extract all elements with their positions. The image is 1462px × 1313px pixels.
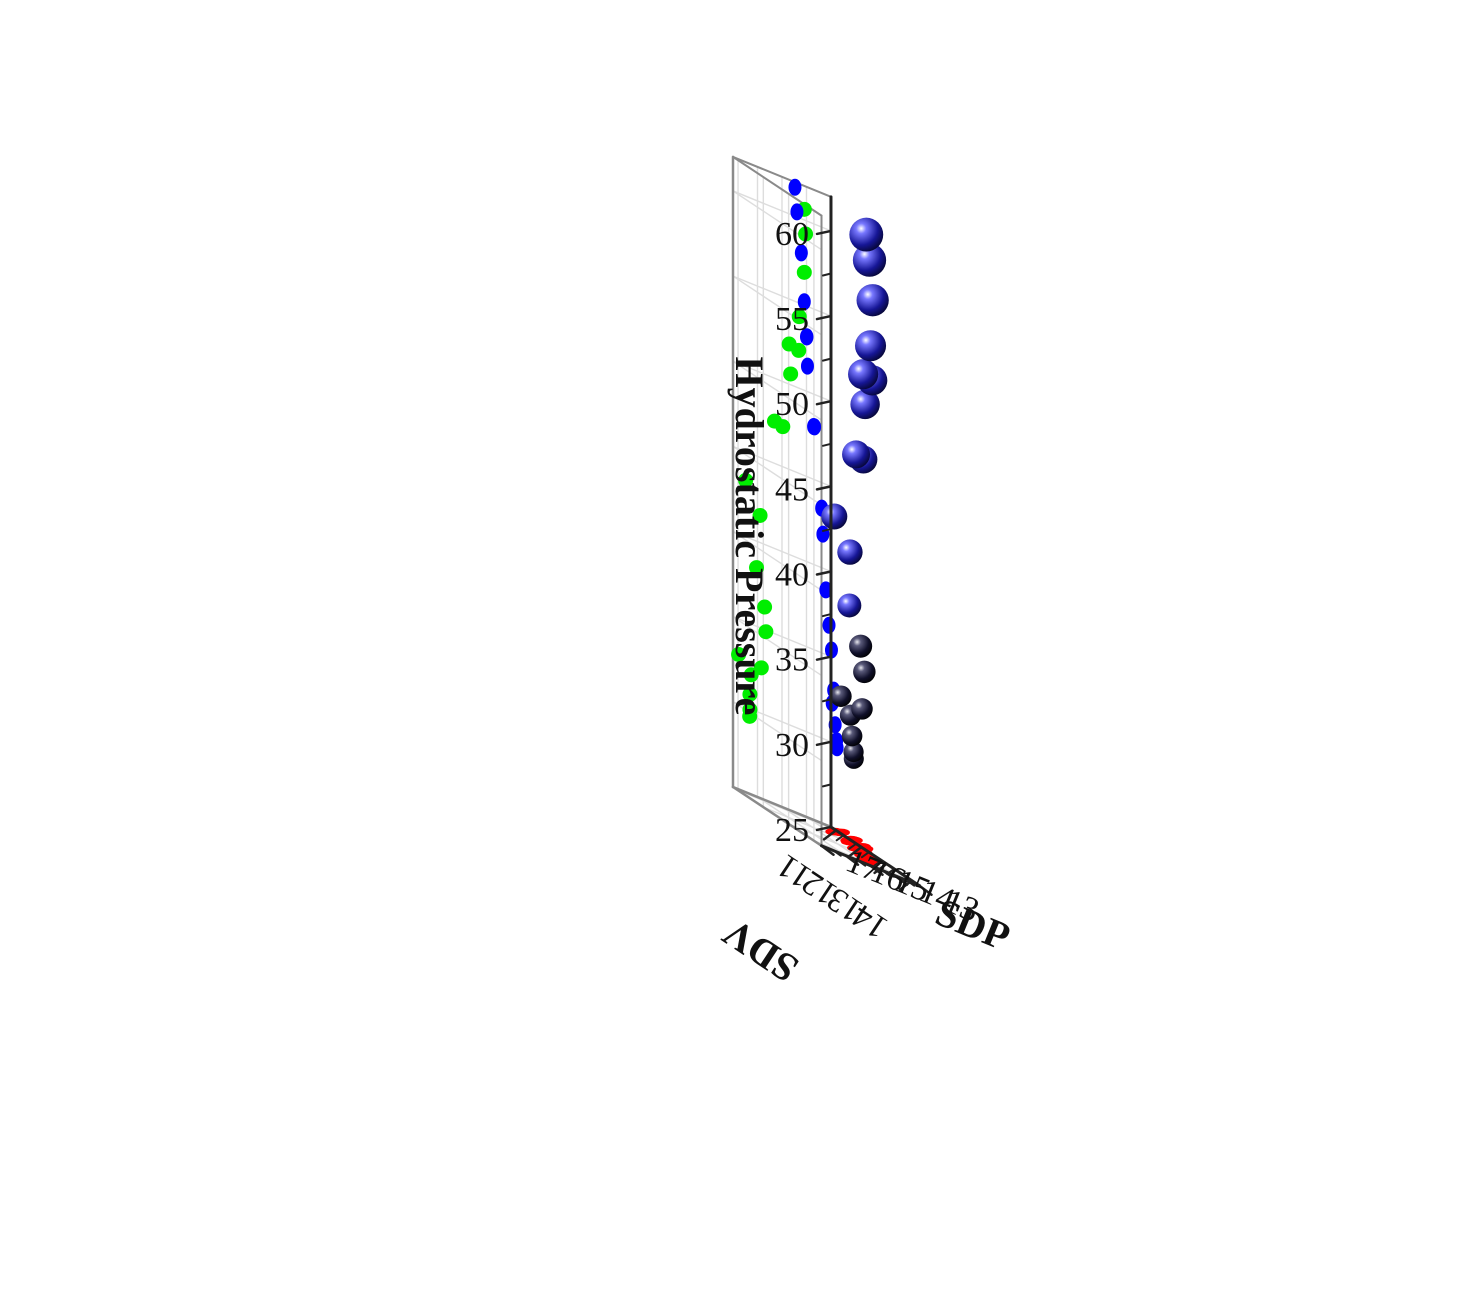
data-point [849,217,884,252]
sdv-wall-projection-point [788,178,802,196]
sdv-wall-projection-point [816,525,830,543]
z-minor-tick [821,527,832,532]
z-tick [815,399,833,406]
y-tick [918,884,933,896]
data-point [837,593,862,618]
y-minor-tick [857,859,867,867]
data-spheres [821,217,889,769]
y-tick [844,854,860,866]
z-tick [815,740,833,747]
sdp-wall-projection-point [743,667,759,683]
z-minor-tick [821,698,832,703]
sdp-wall-projection-point [796,264,812,280]
y-tick [869,864,884,876]
z-tick-label: 45 [775,471,809,508]
data-point [837,539,863,565]
data-point [841,725,863,747]
x-tick [822,829,838,841]
sdp-wall-projection-point [783,366,799,382]
sdv-wall-projection-point [800,357,814,375]
z-tick [815,229,833,236]
sdp-wall-projection-point [766,413,782,429]
z-tick-label: 55 [775,301,809,338]
z-tick-label: 30 [775,727,809,764]
frame-edge [731,785,833,829]
sdp-wall-projection-point [742,708,758,724]
z-tick [815,485,833,491]
y-axis-title: SDP [930,889,1017,959]
sdp-wall-projection-point [791,309,807,325]
sdp-wall-projection-point [757,599,773,615]
z-tick [815,570,833,576]
z-axis-title: Hydrostatic Pressure [727,357,772,716]
sdv-wall-projection-point [830,739,844,757]
sdv-wall-projection-point [808,418,822,436]
sdp-wall-projection-point [758,624,774,640]
z-minor-tick [821,442,832,447]
y-minor-tick [881,869,891,877]
sdp-wall-projection-point [749,560,765,576]
x-minor-tick [860,851,870,859]
x-minor-tick [848,842,858,850]
y-minor-tick [906,879,916,887]
data-point [830,685,852,707]
x-minor-tick [873,859,883,867]
sdv-wall-projection-point [790,203,804,221]
data-point [843,741,864,763]
x-axis-title: SDV [714,910,806,992]
z-minor-tick [821,783,832,788]
data-point [854,330,887,362]
sdp-wall-projection-point [731,646,747,662]
sdv-wall-projection-point [794,244,808,262]
z-tick-label: 35 [775,642,809,679]
sdp-wall-projection-point [798,226,814,242]
data-point [852,243,887,277]
gridline [756,796,847,857]
sdv-wall-projection-point [822,616,836,634]
data-point [842,440,871,469]
y-tick [820,844,835,856]
sdv-wall-projection-point [797,293,811,311]
frame-edge [732,155,832,198]
data-point [821,503,848,530]
data-point [851,698,873,720]
sdp-wall-projection-point [752,507,768,523]
z-tick [815,655,833,661]
z-minor-tick [821,357,832,362]
z-tick-label: 60 [775,216,809,253]
z-tick-label: 50 [775,386,809,423]
data-point [850,389,880,420]
z-minor-tick [821,272,832,277]
sdp-wall-projection-point [742,686,758,702]
z-tick-label: 40 [775,557,809,594]
z-tick-label: 25 [775,812,809,849]
data-point [853,660,876,684]
sdp-wall-projection-point [781,336,797,352]
sdv-wall-projection-point [800,328,814,346]
x-minor-tick [835,834,845,842]
data-point [856,284,889,317]
x-tick [848,845,863,858]
z-tick [815,314,833,321]
z-minor-tick [821,613,832,618]
z-tick [815,825,833,832]
y-minor-tick [832,849,842,857]
y-tick [893,874,909,886]
sdv-wall-projection-point [819,581,833,599]
data-point [848,359,879,390]
x-axis-line [829,825,921,888]
sdp-wall-projection-point [738,472,754,488]
data-point [849,634,873,658]
frame-edge [731,785,823,847]
